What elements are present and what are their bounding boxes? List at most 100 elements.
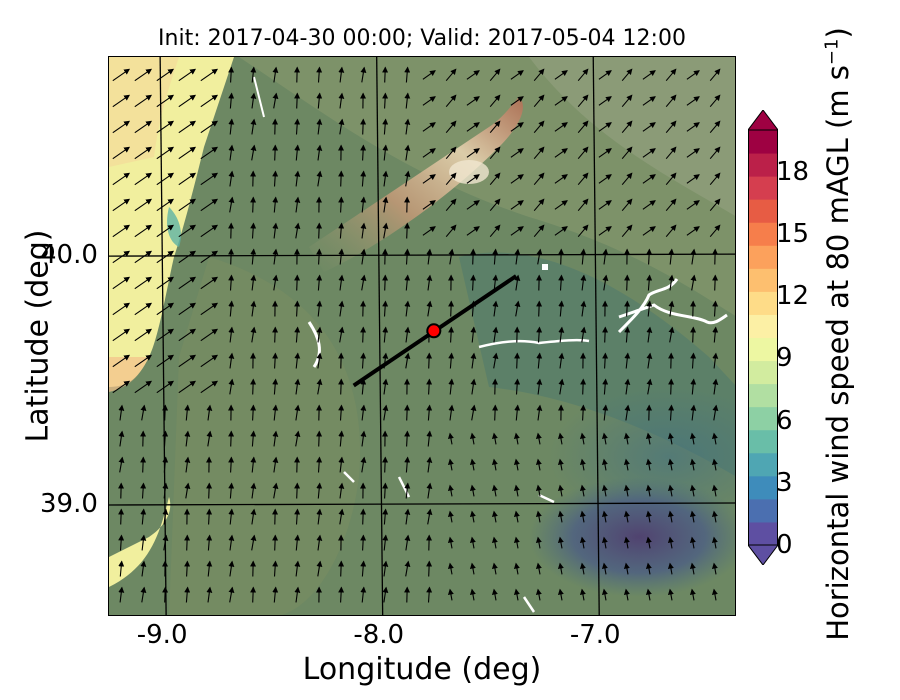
wind-vector-arrow [250, 430, 257, 447]
wind-vector-arrow [448, 326, 455, 343]
wind-vector-arrow [272, 326, 279, 343]
wind-vector-arrow [316, 300, 323, 317]
wind-vector-arrow [580, 300, 587, 317]
wind-vector-arrow [316, 170, 323, 187]
wind-vector-arrow [601, 562, 608, 575]
wind-vector-arrow [382, 92, 389, 109]
wind-vector-arrow [200, 328, 219, 342]
reservoir [307, 321, 321, 368]
wind-vector-arrow [338, 482, 345, 499]
meridian-line [376, 57, 384, 615]
wind-vector-arrow [514, 378, 521, 395]
wind-vector-arrow [140, 586, 147, 603]
wind-vector-arrow [206, 482, 213, 499]
wind-vector-arrow [642, 148, 656, 158]
wind-vector-arrow [711, 588, 718, 601]
wind-vector-arrow [338, 456, 345, 473]
wind-vector-arrow [360, 196, 367, 213]
wind-vector-arrow [272, 170, 279, 187]
wind-vector-arrow [382, 300, 389, 317]
reservoir [397, 476, 411, 498]
wind-vector-arrow [184, 430, 191, 447]
wind-vector-arrow [645, 458, 652, 471]
wind-vector-arrow [491, 588, 498, 601]
wind-vector-arrow [382, 118, 389, 135]
wind-vector-arrow [513, 510, 520, 523]
wind-vector-arrow [602, 404, 609, 421]
wind-vector-arrow [491, 458, 498, 471]
wind-vector-arrow [162, 482, 169, 499]
wind-vector-arrow [162, 586, 169, 603]
wind-vector-arrow [426, 404, 433, 421]
wind-vector-arrow [554, 148, 568, 158]
wind-vector-arrow [206, 560, 213, 577]
wind-vector-arrow [554, 174, 568, 184]
wind-vector-arrow [447, 432, 454, 445]
wind-vector-arrow [156, 172, 175, 186]
wind-vector-arrow [316, 144, 323, 161]
wind-vector-arrow [338, 404, 345, 421]
wind-vector-arrow [338, 508, 345, 525]
wind-vector-arrow [491, 536, 498, 549]
wind-vector-arrow [711, 510, 718, 523]
wind-vector-arrow [665, 120, 677, 134]
wind-vector-arrow [557, 588, 564, 601]
wind-vector-arrow [294, 170, 301, 187]
wind-vector-arrow [294, 274, 301, 291]
wind-vector-arrow [601, 458, 608, 471]
wind-vector-arrow [646, 248, 653, 265]
colorbar-segment [748, 360, 778, 385]
wind-vector-arrow [513, 536, 520, 549]
wind-vector-arrow [489, 94, 501, 108]
wind-vector-arrow [250, 326, 257, 343]
wind-vector-arrow [382, 456, 389, 473]
wind-vector-arrow [404, 352, 411, 369]
wind-vector-arrow [554, 200, 568, 210]
wind-vector-arrow [250, 248, 257, 265]
wind-vector-arrow [156, 198, 175, 212]
wind-vector-arrow [601, 432, 608, 445]
colorbar-tick-label: 3 [776, 467, 793, 498]
wind-vector-arrow [404, 248, 411, 265]
wind-vector-arrow [272, 222, 279, 239]
wind-vector-arrow [557, 536, 564, 549]
x-tick-label: -9.0 [136, 620, 188, 650]
wind-vector-arrow [686, 96, 700, 106]
wind-vector-arrow [492, 300, 499, 317]
wind-vector-arrow [360, 118, 367, 135]
wind-vector-arrow [513, 458, 520, 471]
meridian-line [592, 57, 600, 615]
wind-vector-arrow [579, 588, 586, 601]
wind-vector-arrow [513, 562, 520, 575]
wind-vector-arrow [140, 404, 147, 421]
wind-vector-arrow [316, 378, 323, 395]
wind-vector-arrow [250, 144, 257, 161]
wind-vector-arrow [686, 70, 700, 80]
wind-vector-arrow [514, 352, 521, 369]
wind-vector-arrow [228, 274, 235, 291]
wind-vector-arrow [360, 404, 367, 421]
wind-vector-arrow [134, 354, 153, 368]
wind-vector-arrow [624, 352, 631, 369]
wind-vector-arrow [156, 328, 175, 342]
wind-vector-arrow [316, 248, 323, 265]
wind-vector-arrow [118, 534, 125, 551]
wind-vector-arrow [294, 196, 301, 213]
colorbar-label: Horizontal wind speed at 80 mAGL (m s−1) [821, 27, 855, 641]
wind-vector-arrow [140, 482, 147, 499]
wind-vector-arrow [445, 120, 457, 134]
wind-vector-arrow [140, 456, 147, 473]
wind-vector-arrow [510, 122, 524, 132]
wind-vector-arrow [404, 222, 411, 239]
colorbar-segment [748, 521, 778, 546]
wind-vector-arrow [250, 66, 257, 83]
wind-vector-arrow [382, 508, 389, 525]
map-title: Init: 2017-04-30 00:00; Valid: 2017-05-0… [158, 26, 686, 51]
wind-vector-arrow [294, 404, 301, 421]
wind-vector-arrow [178, 198, 197, 212]
wind-vector-arrow [112, 302, 131, 316]
reservoir [343, 471, 355, 483]
wind-vector-arrow [112, 380, 131, 394]
wind-vector-arrow [360, 144, 367, 161]
wind-vector-arrow [598, 122, 612, 132]
